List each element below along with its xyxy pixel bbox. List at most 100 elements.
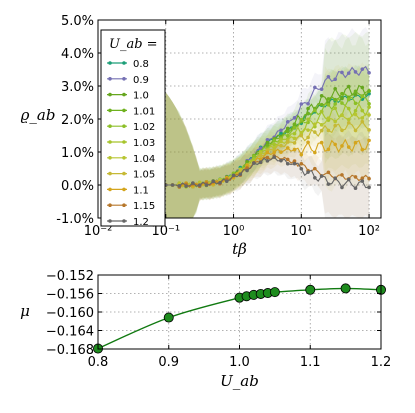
series-point	[319, 128, 324, 133]
series-point	[346, 117, 351, 122]
mu-point	[305, 284, 316, 295]
series-point	[326, 97, 331, 101]
series-point	[285, 157, 290, 162]
series-point	[265, 137, 270, 142]
series-point	[353, 175, 358, 179]
series-point	[265, 155, 270, 160]
series-point	[340, 144, 344, 148]
legend-marker	[122, 187, 126, 192]
series-point	[285, 140, 290, 144]
series-point	[326, 74, 331, 79]
series-point	[353, 140, 358, 145]
series-point	[326, 103, 331, 107]
chemical-potential-chart: −0.168 −0.164 −0.160 −0.156 −0.152 0.8 0.9 1.0 1…	[20, 269, 391, 390]
series-point	[319, 87, 324, 91]
legend-marker	[108, 187, 112, 192]
series-point	[265, 159, 270, 163]
series-point	[346, 145, 351, 149]
series-point	[319, 174, 324, 178]
series-point	[292, 141, 297, 145]
series-point	[333, 106, 337, 111]
y-tick-label: 5.0%	[61, 14, 94, 29]
series-point	[319, 123, 324, 127]
series-point	[279, 139, 283, 144]
x-tick-label: 10⁻²	[84, 224, 113, 239]
series-point	[285, 162, 290, 166]
series-point	[333, 176, 337, 180]
y-tick-label: −0.168	[46, 343, 94, 358]
series-point	[292, 125, 297, 130]
series-point	[258, 160, 263, 164]
error-band	[165, 92, 370, 218]
legend-entry: 1.03	[133, 138, 155, 149]
y-axis-label: μ	[20, 302, 30, 320]
series-point	[258, 146, 263, 151]
series-point	[272, 150, 276, 155]
series-point	[245, 163, 249, 168]
y-tick-label: −0.152	[46, 269, 94, 284]
series-point	[252, 154, 256, 159]
series-point	[346, 84, 351, 89]
legend-title: U_ab =	[109, 37, 158, 52]
legend-marker	[122, 140, 126, 144]
series-point	[360, 67, 365, 71]
legend-marker	[108, 61, 112, 65]
series-point	[333, 142, 337, 147]
series-point	[340, 173, 344, 177]
series-point	[340, 185, 344, 190]
series-point	[306, 128, 310, 132]
series-point	[285, 134, 290, 138]
series-point	[333, 77, 337, 82]
legend-marker	[108, 171, 112, 176]
series-point	[252, 161, 256, 165]
x-tick-label: 1.1	[300, 355, 321, 370]
series-point	[313, 108, 317, 113]
legend-marker	[122, 108, 126, 113]
x-tick-label: 10²	[358, 224, 380, 239]
series-point	[353, 112, 358, 117]
series-point	[272, 142, 276, 147]
series-point	[346, 121, 351, 125]
series-point	[360, 116, 365, 120]
series-point	[367, 101, 371, 106]
series-point	[306, 101, 310, 106]
series-point	[258, 150, 263, 155]
series-point	[265, 143, 270, 148]
series-point	[299, 166, 304, 171]
x-tick-label: 10⁰	[223, 224, 245, 239]
series-point	[340, 128, 344, 133]
series-point	[238, 172, 243, 177]
series-point	[333, 119, 337, 124]
series-point	[224, 179, 229, 184]
series-point	[367, 128, 371, 132]
y-tick-label: 2.0%	[61, 113, 94, 128]
series-point	[292, 161, 297, 166]
series-point	[272, 138, 276, 143]
series-point	[333, 97, 337, 102]
series-point	[299, 152, 304, 157]
legend-entry: 1.02	[133, 122, 155, 133]
series-point	[265, 140, 270, 145]
legend-marker	[108, 77, 112, 81]
legend-marker	[108, 124, 112, 128]
legend-marker	[108, 92, 112, 97]
y-tick-label: 4.0%	[61, 47, 94, 62]
x-tick-label: 10¹	[290, 224, 312, 239]
series-point	[204, 183, 209, 187]
series-point	[360, 179, 365, 183]
legend-entry: 1.15	[133, 201, 155, 212]
series-point	[272, 155, 276, 159]
series-point	[177, 184, 182, 188]
series-point	[292, 147, 297, 152]
series-point	[360, 147, 365, 152]
series-point	[292, 116, 297, 120]
y-tick-label: -1.0%	[56, 212, 94, 227]
series-point	[285, 126, 290, 131]
series-point	[258, 153, 263, 158]
series-point	[279, 158, 283, 163]
series-point	[211, 179, 216, 184]
series-point	[346, 177, 351, 182]
series-point	[319, 109, 324, 114]
legend-marker	[108, 219, 112, 223]
series-point	[231, 173, 236, 178]
